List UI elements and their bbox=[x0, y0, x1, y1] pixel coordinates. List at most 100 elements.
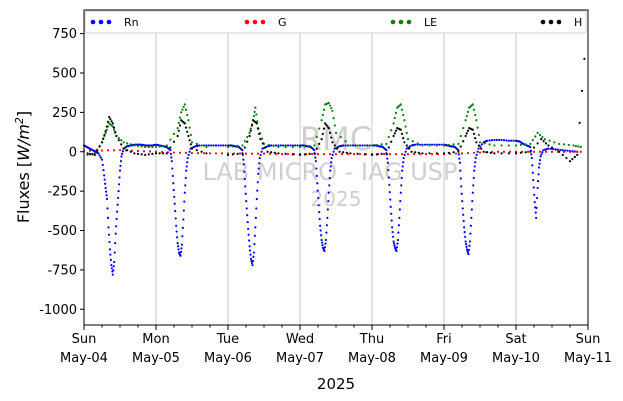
point-LE bbox=[246, 135, 249, 139]
point-LE bbox=[328, 104, 332, 107]
point-LE bbox=[243, 140, 246, 143]
point-LE bbox=[154, 145, 158, 149]
point-LE bbox=[236, 144, 239, 148]
point-H bbox=[327, 127, 330, 130]
point-LE bbox=[144, 145, 147, 149]
point-LE bbox=[385, 142, 388, 145]
point-Rn bbox=[401, 165, 404, 168]
point-H bbox=[258, 132, 261, 135]
point-H bbox=[86, 152, 89, 155]
point-Rn bbox=[502, 139, 506, 142]
point-H bbox=[532, 146, 536, 149]
point-H bbox=[514, 152, 518, 155]
point-H bbox=[249, 129, 252, 132]
point-Rn bbox=[318, 211, 321, 214]
point-Rn bbox=[110, 267, 113, 270]
point-Rn bbox=[486, 139, 489, 142]
point-H bbox=[322, 127, 326, 130]
point-Rn bbox=[397, 231, 400, 234]
point-Rn bbox=[105, 194, 108, 197]
point-LE bbox=[182, 106, 185, 109]
legend-marker-H bbox=[556, 19, 562, 25]
point-Rn bbox=[185, 165, 188, 168]
point-LE bbox=[519, 143, 522, 147]
point-H bbox=[308, 152, 311, 155]
point-Rn bbox=[242, 163, 245, 166]
point-LE bbox=[226, 145, 230, 149]
point-G bbox=[400, 153, 404, 156]
point-LE bbox=[231, 145, 234, 148]
point-H bbox=[542, 140, 545, 143]
point-Rn bbox=[314, 160, 317, 163]
point-H bbox=[466, 129, 470, 132]
point-G bbox=[214, 152, 218, 155]
y-axis-label: Fluxes [W/m2] bbox=[13, 111, 33, 223]
x-tick-day: Sat bbox=[505, 332, 526, 347]
point-H bbox=[482, 150, 485, 153]
point-LE bbox=[189, 133, 192, 137]
point-H bbox=[393, 132, 396, 135]
point-H bbox=[284, 152, 287, 155]
point-G bbox=[508, 150, 512, 153]
point-LE bbox=[472, 108, 476, 111]
point-H bbox=[93, 153, 96, 156]
point-Rn bbox=[354, 144, 357, 147]
point-Rn bbox=[198, 144, 201, 147]
point-LE bbox=[534, 135, 537, 138]
point-Rn bbox=[314, 156, 317, 159]
point-LE bbox=[177, 121, 180, 124]
point-LE bbox=[248, 131, 251, 134]
point-Rn bbox=[430, 143, 434, 146]
point-Rn bbox=[475, 153, 478, 156]
point-G bbox=[454, 152, 458, 155]
point-Rn bbox=[386, 157, 389, 160]
point-LE bbox=[478, 141, 482, 144]
point-H bbox=[255, 122, 258, 125]
x-tick-day: Wed bbox=[286, 332, 314, 347]
point-G bbox=[286, 153, 290, 156]
point-LE bbox=[462, 127, 465, 130]
point-Rn bbox=[534, 211, 537, 214]
y-tick-label: -750 bbox=[47, 263, 77, 278]
point-LE bbox=[256, 120, 259, 123]
point-Rn bbox=[556, 148, 560, 151]
point-Rn bbox=[403, 153, 406, 156]
point-G bbox=[538, 150, 542, 153]
point-Rn bbox=[467, 253, 470, 256]
x-tick-date: May-06 bbox=[204, 351, 252, 366]
point-H bbox=[154, 152, 158, 155]
point-Rn bbox=[210, 144, 213, 147]
point-H bbox=[571, 158, 574, 161]
point-Rn bbox=[389, 205, 392, 208]
point-H bbox=[375, 153, 378, 156]
point-G bbox=[532, 150, 536, 153]
point-LE bbox=[255, 113, 258, 116]
point-H bbox=[129, 150, 132, 153]
point-Rn bbox=[542, 149, 545, 152]
point-H bbox=[324, 122, 327, 125]
point-LE bbox=[165, 144, 168, 147]
legend-marker-Rn bbox=[98, 19, 104, 25]
point-Rn bbox=[458, 157, 461, 160]
point-Rn bbox=[531, 164, 534, 167]
point-Rn bbox=[99, 156, 102, 159]
point-H bbox=[363, 153, 366, 156]
point-H bbox=[246, 140, 249, 143]
point-H bbox=[106, 120, 110, 123]
point-Rn bbox=[118, 169, 122, 172]
point-G bbox=[430, 153, 434, 156]
point-Rn bbox=[320, 234, 323, 237]
point-Rn bbox=[258, 162, 261, 165]
point-LE bbox=[178, 116, 182, 119]
point-LE bbox=[457, 142, 460, 145]
point-G bbox=[579, 150, 582, 153]
point-LE bbox=[136, 144, 140, 148]
point-LE bbox=[524, 143, 527, 146]
point-H bbox=[573, 155, 576, 159]
legend-marker-Rn bbox=[90, 19, 96, 25]
point-H bbox=[565, 156, 568, 160]
point-Rn bbox=[535, 206, 538, 210]
point-H bbox=[303, 153, 306, 156]
point-H bbox=[331, 141, 334, 144]
point-Rn bbox=[219, 144, 222, 147]
